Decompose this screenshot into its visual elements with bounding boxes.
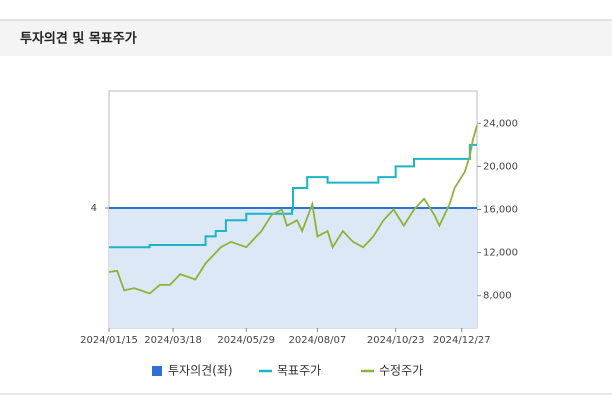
y2-tick-label: 16,000: [483, 205, 518, 216]
plot: 4 8,000 12,000 16,000 20,000 24,000 2024/01/15…: [80, 90, 518, 378]
x-tick-label: 2024/05/29: [217, 335, 275, 346]
legend-swatch: [152, 366, 162, 376]
legend-label: 목표주가: [277, 364, 321, 378]
legend-label: 투자의견(좌): [168, 364, 233, 378]
chart-title: 투자의견 및 목표주가: [20, 31, 137, 47]
series-line: [109, 143, 477, 249]
header: [0, 20, 612, 56]
y2-tick-label: 24,000: [483, 118, 518, 129]
y2-tick-label: 12,000: [483, 248, 518, 259]
legend-label: 수정주가: [379, 364, 423, 378]
y-tick-label: 4: [91, 203, 97, 214]
x-tick-label: 2024/10/23: [367, 335, 425, 346]
area: [109, 208, 477, 328]
x-tick-label: 2024/03/18: [144, 335, 202, 346]
series-line: [108, 125, 478, 295]
y2-tick-label: 20,000: [483, 161, 518, 172]
x-tick-label: 2024/12/27: [433, 335, 491, 346]
y2-tick-label: 8,000: [483, 291, 512, 302]
x-tick-label: 2024/08/07: [289, 335, 347, 346]
x-tick-label: 2024/01/15: [80, 335, 138, 346]
